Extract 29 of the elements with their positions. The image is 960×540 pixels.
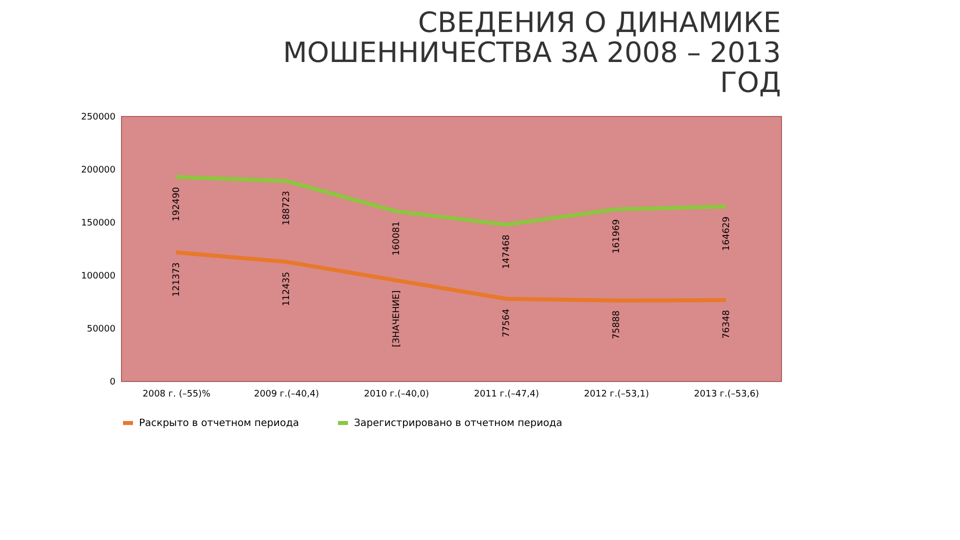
- data-label: [ЗНАЧЕНИЕ]: [392, 290, 402, 348]
- x-tick-label: 2009 г.(–40,4): [254, 390, 319, 400]
- data-label: 188723: [282, 190, 292, 226]
- y-tick-label: 100000: [81, 272, 116, 282]
- x-tick-label: 2008 г. (–55)%: [142, 390, 211, 400]
- data-label: 147468: [502, 234, 512, 270]
- text: ГОД: [720, 66, 781, 99]
- text: СВЕДЕНИЯ О ДИНАМИКЕ: [418, 6, 781, 39]
- y-tick-label: 200000: [81, 166, 116, 176]
- data-label: 160081: [392, 221, 402, 256]
- data-label: 75888: [612, 310, 622, 340]
- legend-label: Зарегистрировано в отчетном периода: [354, 418, 562, 429]
- data-label: 192490: [172, 186, 182, 222]
- x-tick-label: 2013 г.(–53,6): [694, 390, 759, 400]
- text: МОШЕННИЧЕСТВА ЗА 2008 – 2013: [282, 36, 781, 69]
- data-label: 112435: [282, 272, 292, 306]
- legend-label: Раскрыто в отчетном периода: [139, 418, 300, 429]
- y-tick-label: 50000: [86, 324, 116, 334]
- x-tick-label: 2011 г.(–47,4): [474, 390, 539, 400]
- data-label: 76348: [722, 310, 732, 339]
- y-tick-label: 0: [110, 378, 116, 388]
- data-label: 77564: [502, 308, 512, 338]
- data-label: 161969: [612, 219, 622, 254]
- data-label: 121373: [172, 262, 182, 297]
- data-label: 164629: [722, 216, 732, 251]
- y-tick-label: 150000: [81, 218, 116, 228]
- y-tick-label: 250000: [81, 112, 116, 122]
- x-tick-label: 2012 г.(–53,1): [584, 390, 649, 400]
- x-tick-label: 2010 г.(–40,0): [364, 390, 429, 400]
